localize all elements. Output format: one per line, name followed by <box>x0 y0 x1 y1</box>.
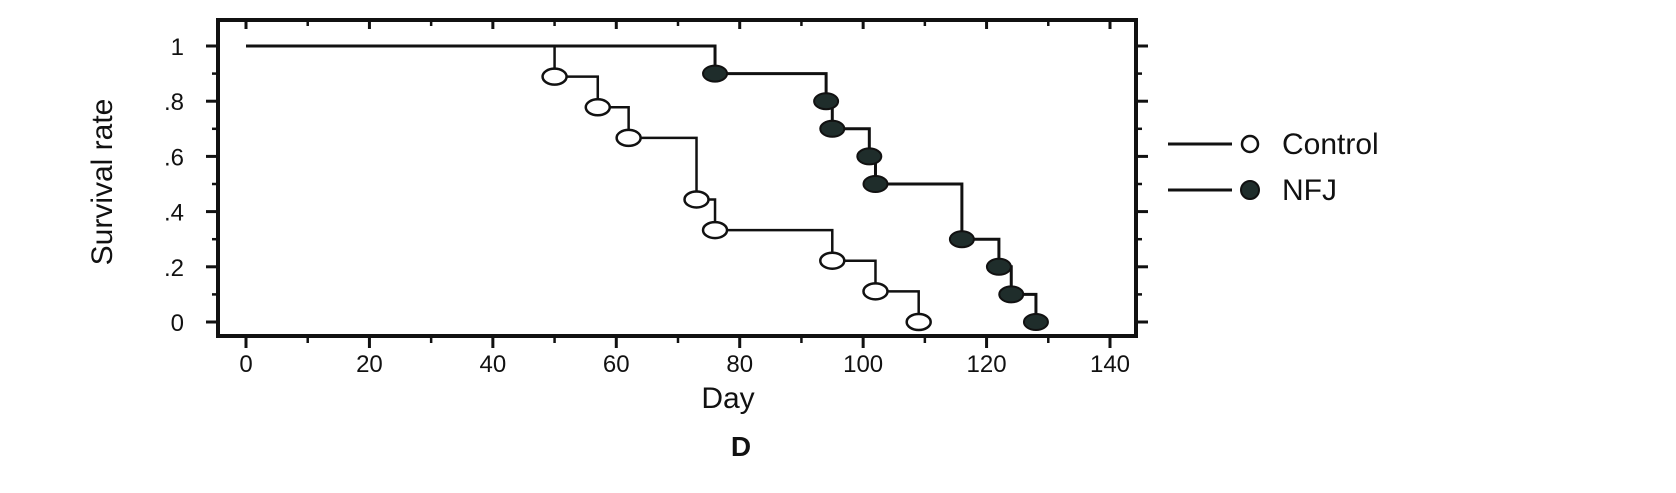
y-tick-label: 0 <box>171 310 184 337</box>
point-control <box>905 312 932 332</box>
ticks-layer: 0 20 40 60 80 100 120 140 0 .2 .4 .6 .8 1 <box>164 20 1148 378</box>
y-tick-label: .4 <box>164 200 184 227</box>
point-nfj <box>702 64 729 83</box>
point-control <box>862 282 889 301</box>
x-tick-label: 100 <box>843 351 883 378</box>
y-tick-label: .2 <box>164 255 184 282</box>
x-tick-label: 140 <box>1090 351 1130 378</box>
x-axis-label: Day <box>701 382 754 415</box>
step-line-nfj <box>246 44 1038 322</box>
point-control <box>541 67 568 86</box>
x-tick-label: 80 <box>726 351 753 378</box>
x-tick-label: 20 <box>356 351 383 378</box>
legend: Control NFJ <box>1168 128 1379 207</box>
point-nfj <box>862 175 889 193</box>
legend-label-control: Control <box>1282 128 1379 161</box>
point-nfj <box>985 257 1012 276</box>
plot-frame <box>216 18 1138 338</box>
y-tick-label: 1 <box>171 34 184 61</box>
legend-label-nfj: NFJ <box>1282 174 1337 207</box>
x-tick-label: 60 <box>603 351 630 378</box>
legend-marker-nfj <box>1240 180 1260 200</box>
point-nfj <box>1022 313 1049 331</box>
point-nfj <box>998 285 1025 304</box>
step-line-control <box>246 44 920 322</box>
y-axis-label: Survival rate <box>86 99 119 266</box>
point-control <box>683 190 710 209</box>
series-layer <box>246 44 1049 332</box>
x-tick-label: 0 <box>239 351 252 378</box>
x-tick-label: 40 <box>480 351 507 378</box>
legend-marker-control <box>1240 134 1260 154</box>
point-nfj <box>813 92 840 111</box>
y-tick-label: .6 <box>164 144 184 171</box>
y-tick-label: .8 <box>164 89 184 116</box>
point-control <box>584 98 612 117</box>
point-nfj <box>948 230 975 249</box>
panel-label: D <box>731 431 751 462</box>
x-tick-label: 120 <box>967 351 1007 378</box>
point-nfj <box>856 147 883 166</box>
point-nfj <box>819 119 846 138</box>
point-control <box>819 251 846 270</box>
point-control <box>701 220 729 240</box>
point-control <box>615 128 642 148</box>
